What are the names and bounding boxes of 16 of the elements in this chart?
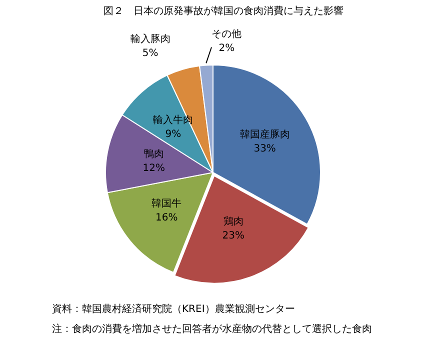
data-label: 5% (142, 48, 158, 59)
slice-label: 韓国産豚肉 (240, 128, 290, 140)
chart-title: 図２ 日本の原発事故が韓国の食肉消費に与えた影響 (102, 4, 344, 18)
data-label: 12% (142, 162, 165, 174)
data-label: 9% (165, 128, 182, 140)
data-label: 2% (218, 42, 235, 54)
data-label: 33% (254, 143, 276, 154)
slice-label: 輸入豚肉 (130, 32, 170, 45)
slice-label: 鶏肉 (223, 216, 244, 228)
text: 資料：韓国農村経済研究院（KREI）農業観測センター (52, 302, 296, 317)
data-label: 23% (222, 230, 245, 242)
slice-label: 韓国牛 (152, 197, 182, 210)
slice-label: 鴨肉 (144, 148, 164, 160)
slice-label: その他 (212, 28, 242, 40)
data-label: 16% (156, 212, 178, 224)
text: 注：食肉の消費を増加させた回答者が水産物の代替として選択した食肉 (52, 322, 372, 337)
